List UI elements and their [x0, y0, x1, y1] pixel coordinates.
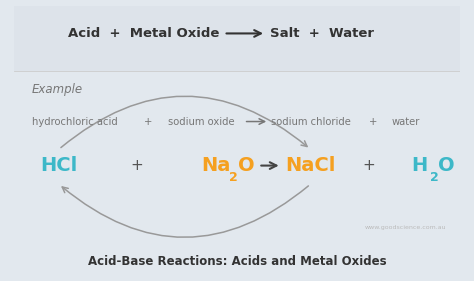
- Bar: [14, 6, 460, 71]
- Text: 2: 2: [229, 171, 238, 184]
- Text: +: +: [362, 158, 375, 173]
- Text: +: +: [144, 117, 152, 126]
- Text: +: +: [369, 117, 377, 126]
- FancyArrowPatch shape: [62, 186, 309, 237]
- Text: 2: 2: [430, 171, 438, 184]
- Text: O: O: [438, 156, 454, 175]
- Text: Acid  +  Metal Oxide: Acid + Metal Oxide: [68, 27, 219, 40]
- Text: sodium chloride: sodium chloride: [271, 117, 350, 126]
- Text: +: +: [130, 158, 143, 173]
- Text: sodium oxide: sodium oxide: [168, 117, 235, 126]
- Text: www.goodscience.com.au: www.goodscience.com.au: [365, 225, 447, 230]
- Text: Salt  +  Water: Salt + Water: [270, 27, 374, 40]
- Text: O: O: [238, 156, 255, 175]
- Text: Acid-Base Reactions: Acids and Metal Oxides: Acid-Base Reactions: Acids and Metal Oxi…: [88, 255, 386, 268]
- Text: NaCl: NaCl: [285, 156, 336, 175]
- Text: Na: Na: [201, 156, 231, 175]
- Text: hydrochloric acid: hydrochloric acid: [32, 117, 118, 126]
- Text: H: H: [411, 156, 427, 175]
- Text: water: water: [391, 117, 419, 126]
- FancyArrowPatch shape: [61, 96, 307, 148]
- Text: HCl: HCl: [40, 156, 77, 175]
- Text: Example: Example: [32, 83, 83, 96]
